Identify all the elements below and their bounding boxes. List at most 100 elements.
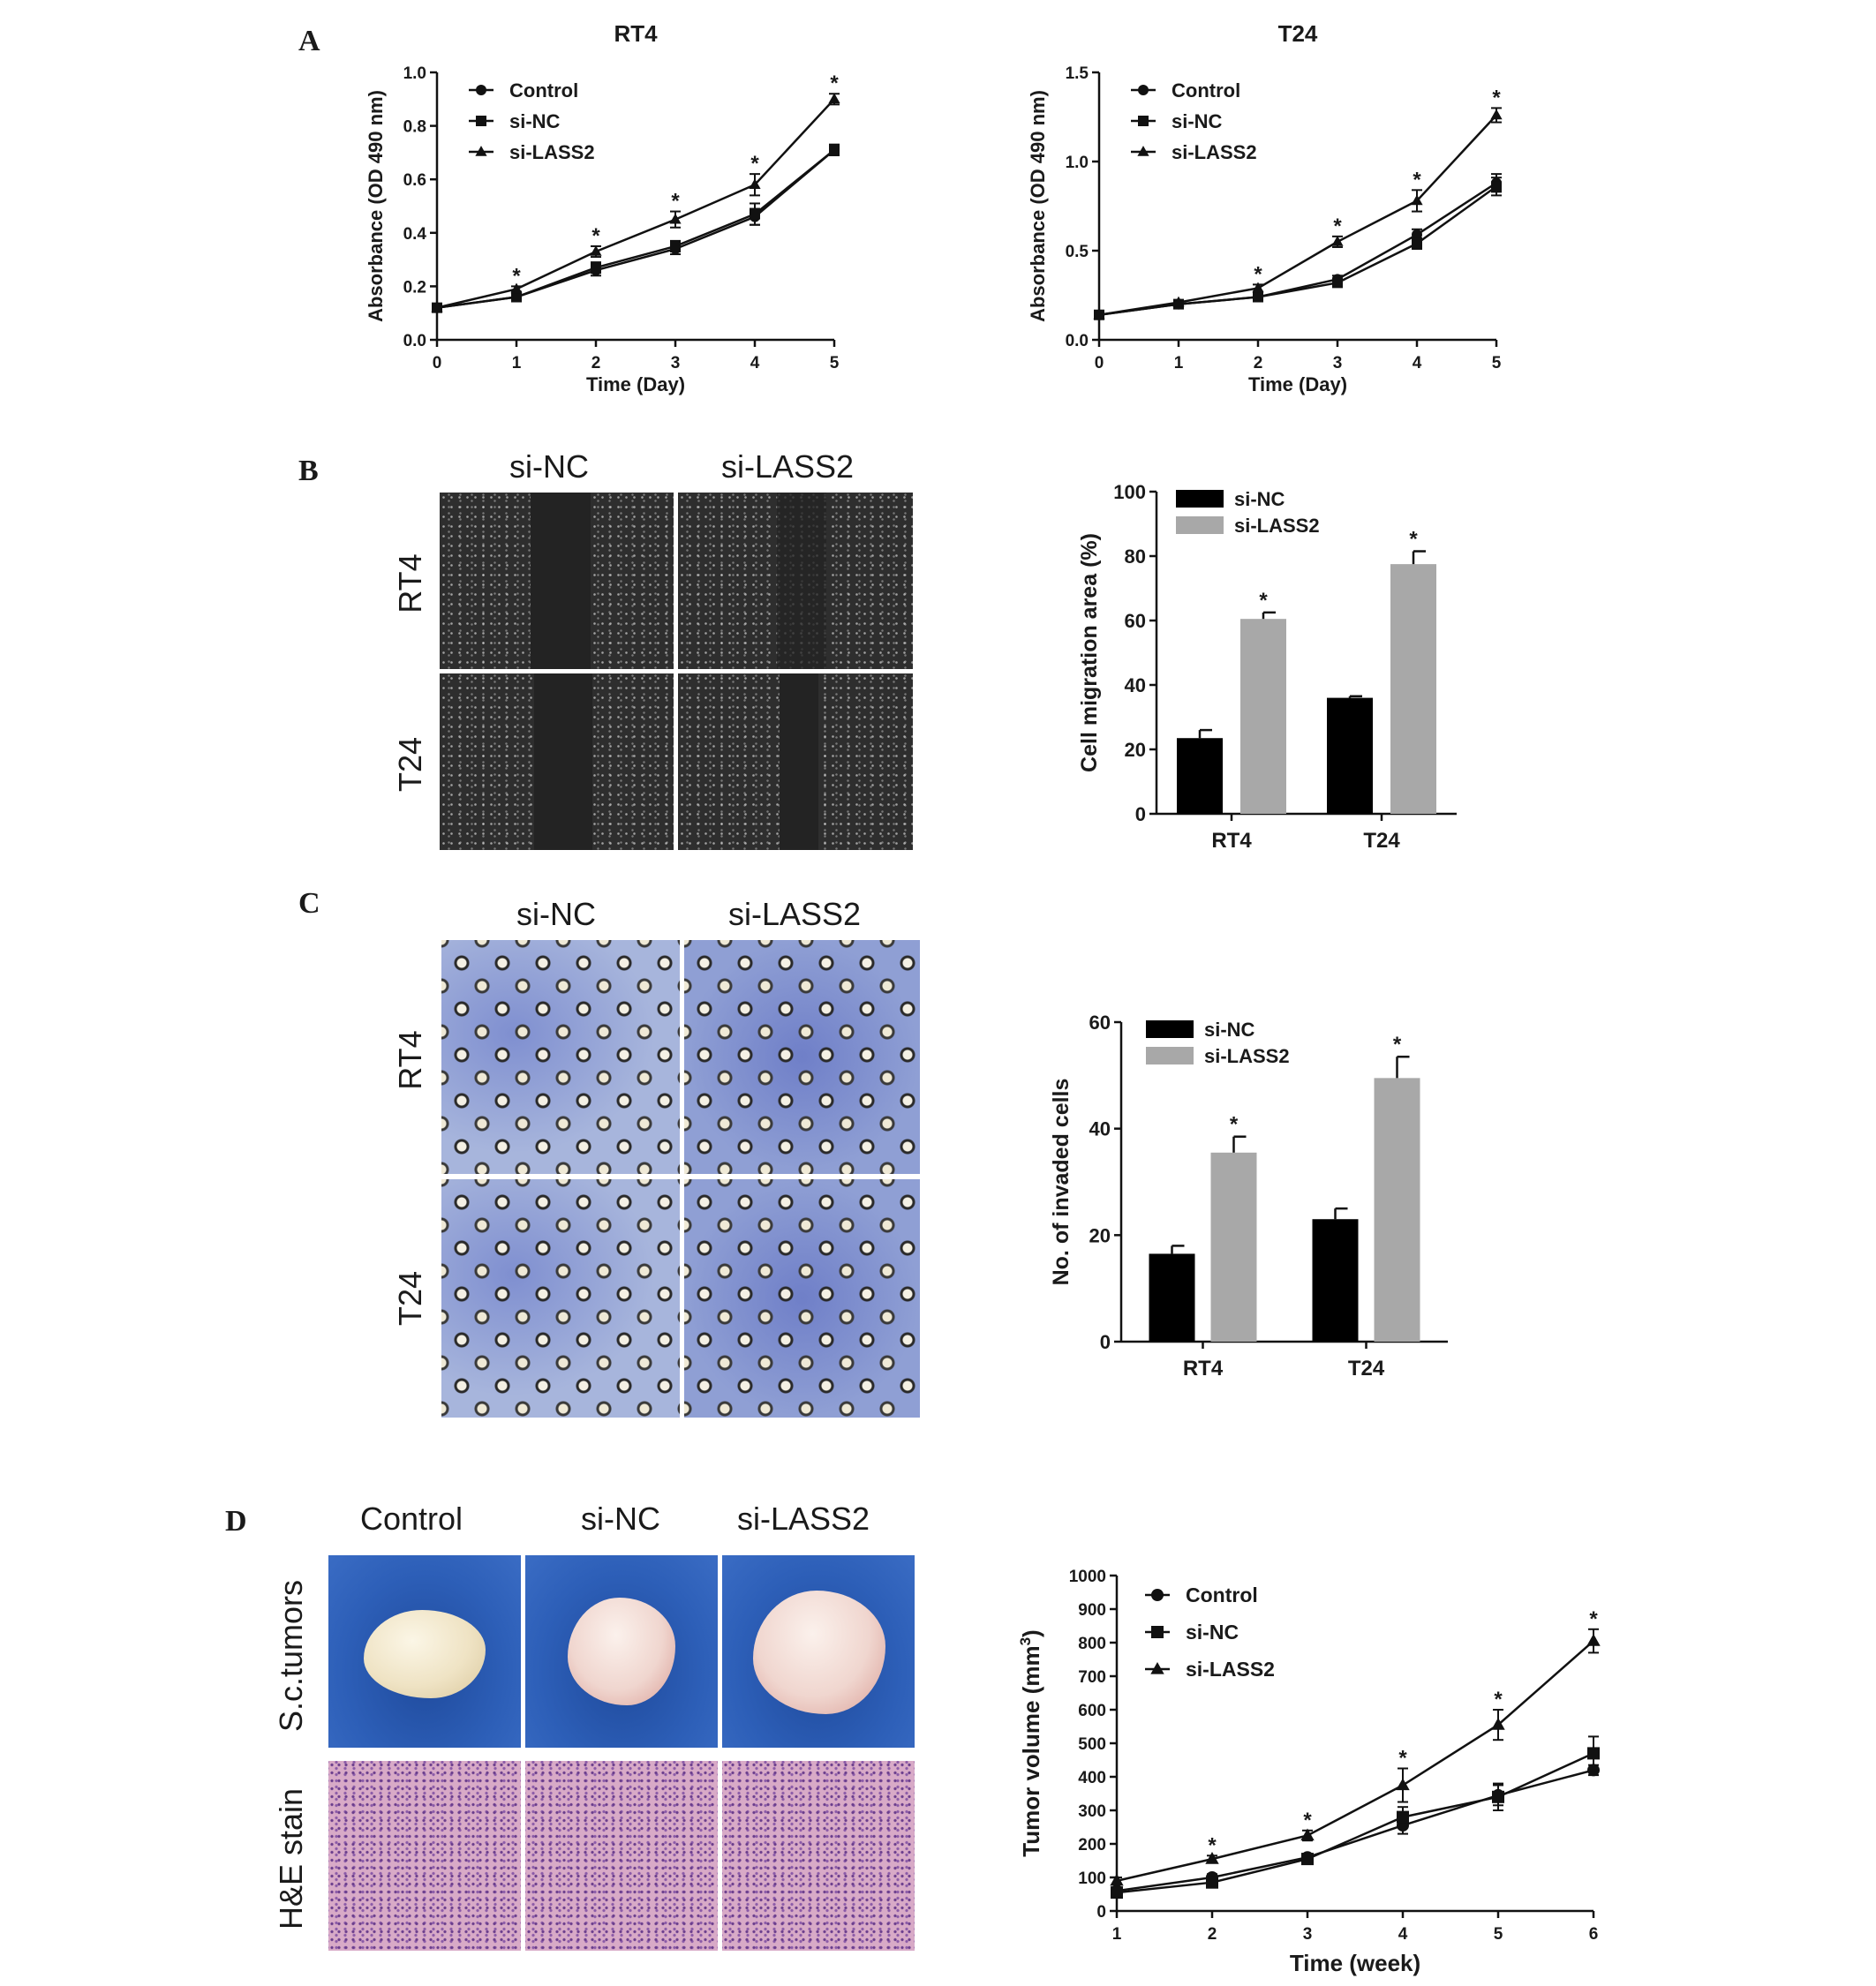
y-tick-label: 500 (1078, 1735, 1106, 1754)
y-tick-label: 900 (1078, 1601, 1106, 1620)
tumor-photo-si-nc (525, 1555, 718, 1748)
y-tick-label: 1.0 (403, 64, 426, 83)
y-tick-label: 700 (1078, 1668, 1106, 1687)
legend-marker (1151, 1589, 1164, 1601)
significance-star: * (1254, 262, 1262, 286)
y-tick-label: 20 (1125, 739, 1146, 761)
data-point (1587, 1764, 1600, 1777)
legend-swatch (1146, 1020, 1194, 1038)
y-tick-label: 40 (1125, 674, 1146, 696)
legend-marker (476, 116, 486, 126)
y-axis-label: No. of invaded cells (1049, 1079, 1074, 1286)
series-line (436, 148, 835, 309)
bar (1240, 619, 1286, 814)
tumor-mass (753, 1591, 885, 1714)
y-tick-label: 0.5 (1066, 243, 1089, 261)
legend-swatch (1176, 490, 1224, 508)
bar (1177, 738, 1223, 814)
x-tick-label: 0 (1095, 354, 1104, 372)
transwell-row-label-rt4: RT4 (392, 1030, 428, 1090)
data-point (591, 262, 601, 274)
data-point (432, 302, 442, 313)
tumor-mass (364, 1610, 486, 1698)
tumor-col-label-si-nc: si-NC (581, 1501, 660, 1537)
x-tick-label: 3 (1333, 354, 1343, 372)
he-stain-image-si-lass2 (722, 1761, 915, 1951)
tumor-mass (568, 1598, 675, 1705)
significance-star: * (1303, 1809, 1312, 1832)
legend-label: si-NC (1186, 1621, 1239, 1644)
x-tick-label: 4 (750, 354, 760, 372)
y-axis-label: Cell migration area (%) (1077, 533, 1102, 772)
x-tick-label: 4 (1413, 354, 1422, 372)
data-point (1586, 1634, 1601, 1646)
tumor-col-label-control: Control (360, 1501, 463, 1537)
legend-label: si-LASS2 (509, 141, 595, 163)
x-axis-label: Time (Day) (586, 373, 685, 395)
bar (1149, 1253, 1195, 1342)
data-point (1331, 236, 1344, 246)
y-tick-label: 100 (1113, 481, 1146, 503)
legend-label: si-NC (1234, 488, 1285, 510)
y-tick-label: 1.5 (1066, 64, 1089, 83)
y-tick-label: 60 (1125, 610, 1146, 632)
tumor-photo-si-lass2 (722, 1555, 915, 1748)
data-point (1253, 291, 1263, 303)
data-point (670, 243, 681, 254)
legend-label: si-LASS2 (1186, 1658, 1275, 1681)
significance-star: * (1589, 1607, 1598, 1631)
chart-title: T24 (1278, 20, 1318, 47)
panel-label-b: B (298, 455, 319, 487)
transwell-col-label-si-lass2: si-LASS2 (728, 896, 862, 932)
legend-label: Control (1172, 79, 1240, 102)
data-point (511, 291, 522, 303)
significance-star: * (1409, 528, 1418, 552)
x-tick-label: 2 (591, 354, 601, 372)
legend-marker (476, 85, 486, 95)
tumor-row-label-sc-tumors: S.c.tumors (273, 1579, 309, 1733)
series-line (1098, 185, 1497, 316)
significance-star: * (1333, 214, 1342, 238)
data-point (510, 282, 523, 294)
scratch-row-label-rt4: RT4 (392, 553, 428, 613)
legend-label: si-LASS2 (1234, 515, 1320, 537)
y-tick-label: 600 (1078, 1702, 1106, 1720)
data-point (1332, 277, 1343, 289)
y-tick-label: 80 (1125, 545, 1146, 568)
x-tick-label: 1 (1112, 1925, 1122, 1944)
y-tick-label: 20 (1089, 1224, 1111, 1246)
transwell-row-label-t24: T24 (392, 1270, 428, 1327)
y-tick-label: 0.8 (403, 118, 426, 137)
transwell-image-rt4-si-nc (441, 940, 680, 1174)
y-tick-label: 0 (1135, 803, 1146, 825)
x-tick-label: T24 (1363, 829, 1400, 853)
scratch-image-t24-si-nc (440, 673, 674, 850)
series-line (436, 98, 835, 309)
y-tick-label: 1000 (1069, 1568, 1106, 1586)
bar (1374, 1078, 1420, 1342)
data-point (1093, 308, 1105, 320)
panel-label-d: D (225, 1505, 247, 1538)
x-tick-label: T24 (1348, 1357, 1385, 1380)
legend-marker (1137, 146, 1149, 156)
significance-star: * (1494, 1688, 1503, 1711)
x-tick-label: 5 (1492, 354, 1502, 372)
data-point (1094, 309, 1104, 320)
data-point (1173, 298, 1184, 310)
series-line (1116, 1752, 1594, 1894)
legend-marker (1150, 1661, 1164, 1674)
data-point (590, 245, 602, 256)
legend-swatch (1146, 1047, 1194, 1064)
data-point (1491, 1718, 1505, 1730)
significance-star: * (750, 152, 759, 176)
legend-marker (1151, 1626, 1164, 1638)
y-axis-label: Tumor volume (mm3) (1017, 1629, 1044, 1856)
transwell-image-t24-si-nc (441, 1179, 680, 1418)
y-tick-label: 200 (1078, 1836, 1106, 1854)
data-point (1301, 1851, 1314, 1864)
significance-star: * (1259, 589, 1268, 613)
legend-swatch (1176, 516, 1224, 534)
x-tick-label: RT4 (1211, 829, 1252, 853)
data-point (591, 265, 601, 276)
legend-marker (1138, 116, 1149, 126)
